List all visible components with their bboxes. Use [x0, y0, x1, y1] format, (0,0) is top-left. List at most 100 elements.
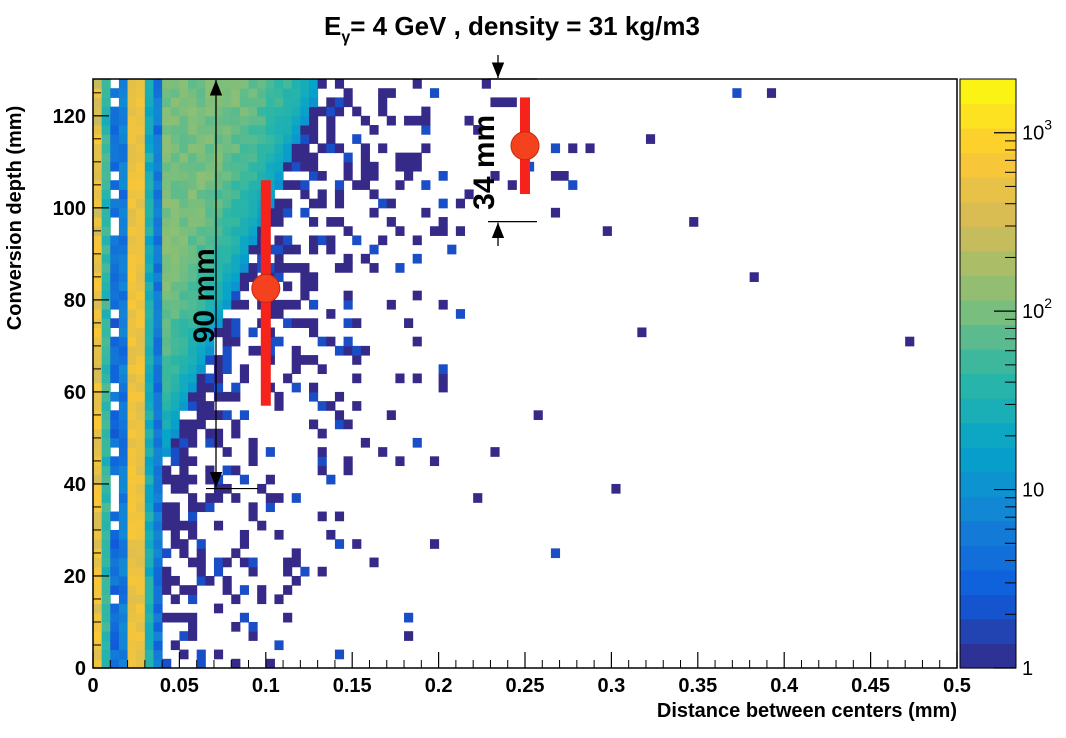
heatmap-cell — [334, 106, 345, 117]
heatmap-cell — [127, 529, 137, 540]
heatmap-cell — [136, 355, 146, 365]
heatmap-cell — [153, 511, 163, 522]
heatmap-cell — [136, 483, 146, 494]
heatmap-cell — [170, 143, 180, 154]
heatmap-cell — [144, 290, 154, 301]
heatmap-cell — [343, 263, 353, 273]
heatmap-cell — [231, 207, 241, 218]
heatmap-cell — [179, 391, 189, 402]
heatmap-cell — [334, 97, 345, 108]
heatmap-cell — [309, 88, 319, 98]
heatmap-cell — [136, 575, 146, 586]
heatmap-cell — [421, 125, 431, 135]
heatmap-cell — [136, 290, 146, 301]
heatmap-cell — [101, 115, 111, 126]
heatmap-cell — [274, 391, 284, 402]
heatmap-cell — [343, 97, 353, 108]
heatmap-cell — [110, 125, 120, 135]
heatmap-cell — [213, 161, 224, 172]
heatmap-cell — [127, 299, 137, 310]
heatmap-cell — [317, 364, 327, 374]
heatmap-cell — [110, 548, 120, 559]
heatmap-cell — [257, 483, 267, 494]
heatmap-cell — [170, 318, 180, 328]
heatmap-cell — [334, 649, 345, 660]
heatmap-cell — [153, 355, 163, 365]
heatmap-cell — [170, 355, 180, 365]
heatmap-cell — [343, 290, 353, 301]
heatmap-cell — [196, 355, 206, 365]
heatmap-cell — [309, 106, 319, 117]
heatmap-cell — [101, 594, 111, 605]
heatmap-cell — [101, 603, 111, 614]
heatmap-cell — [352, 401, 362, 411]
heatmap-cell — [334, 79, 345, 89]
heatmap-cell — [127, 79, 137, 89]
heatmap-cell — [153, 575, 163, 586]
heatmap-cell — [162, 272, 172, 282]
heatmap-cell — [395, 226, 405, 236]
heatmap-cell — [101, 585, 111, 595]
heatmap-cell — [231, 336, 241, 347]
heatmap-cell — [162, 263, 172, 273]
heatmap-cell — [118, 456, 129, 467]
heatmap-cell — [326, 143, 336, 154]
heatmap-cell — [421, 207, 431, 218]
heatmap-cell — [136, 207, 146, 218]
heatmap-cell — [110, 355, 120, 365]
heatmap-cell — [248, 566, 258, 577]
heatmap-cell — [239, 189, 250, 200]
heatmap-cell — [136, 649, 146, 660]
heatmap-cell — [162, 355, 172, 365]
heatmap-cell — [101, 171, 111, 181]
heatmap-cell — [231, 235, 241, 246]
heatmap-cell — [309, 125, 319, 135]
heatmap-cell — [360, 152, 370, 163]
heatmap-cell — [153, 134, 163, 144]
heatmap-cell — [153, 207, 163, 218]
heatmap-cell — [222, 345, 232, 356]
colorbar-band — [960, 201, 1016, 227]
heatmap-cell — [196, 171, 206, 181]
heatmap-cell — [110, 557, 120, 568]
heatmap-cell — [213, 364, 224, 374]
heatmap-cell — [144, 161, 154, 172]
heatmap-cell — [127, 134, 137, 144]
heatmap-cell — [309, 97, 319, 108]
heatmap-cell — [118, 309, 129, 319]
heatmap-cell — [257, 79, 267, 89]
heatmap-cell — [317, 171, 327, 181]
heatmap-cell — [291, 152, 301, 163]
colorbar-tick-label: 10 — [1022, 480, 1044, 502]
heatmap-cell — [162, 161, 172, 172]
heatmap-cell — [118, 345, 129, 356]
heatmap-cell — [162, 180, 172, 190]
heatmap-cell — [412, 290, 422, 301]
heatmap-cell — [101, 97, 111, 108]
heatmap-cell — [334, 345, 345, 356]
heatmap-cell — [144, 281, 154, 292]
heatmap-cell — [110, 437, 120, 448]
heatmap-cell — [317, 447, 327, 457]
heatmap-cell — [93, 336, 103, 347]
heatmap-cell — [144, 502, 154, 513]
heatmap-cell — [127, 456, 137, 467]
heatmap-cell — [127, 539, 137, 549]
heatmap-cell — [136, 97, 146, 108]
heatmap-cell — [170, 327, 180, 338]
heatmap-cell — [110, 290, 120, 301]
chart-title-subscript: γ — [341, 29, 350, 46]
heatmap-cell — [127, 631, 137, 641]
heatmap-cell — [309, 152, 319, 163]
heatmap-cell — [300, 355, 310, 365]
heatmap-cell — [118, 171, 129, 181]
heatmap-cell — [309, 391, 319, 402]
heatmap-cell — [110, 115, 120, 126]
heatmap-cell — [231, 198, 241, 209]
heatmap-cell — [170, 299, 180, 310]
heatmap-cell — [421, 180, 431, 190]
heatmap-cell — [188, 125, 198, 135]
heatmap-cell — [136, 419, 146, 430]
heatmap-cell — [205, 401, 215, 411]
heatmap-cell — [231, 244, 241, 255]
